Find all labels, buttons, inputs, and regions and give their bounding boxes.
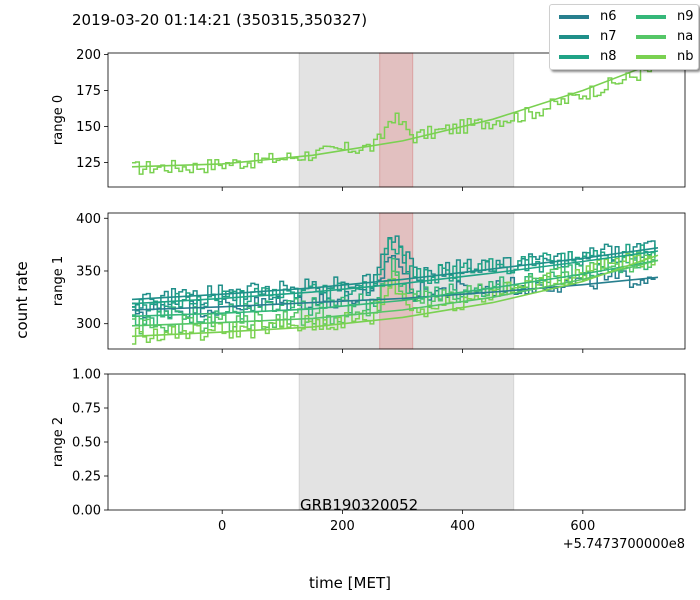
figure-title: 2019-03-20 01:14:21 (350315,350327): [72, 11, 368, 29]
fit-n8: [131, 250, 659, 305]
x-tick-label: 200: [330, 519, 355, 534]
x-axis-label: time [MET]: [309, 574, 391, 592]
source-interval: [379, 52, 414, 188]
axes-frame: [107, 212, 686, 350]
panel-ylabel: range 0: [51, 95, 66, 145]
x-tick-label: 0: [218, 519, 226, 534]
panel-1: 300 350 400 range 1: [51, 212, 686, 353]
y-tick-label: 400: [76, 212, 101, 227]
legend-swatch: [636, 34, 666, 39]
fit-nb: [131, 60, 659, 168]
panel-2: 0.00 0.25 0.50 0.75 1.00 0 200 400 600 range 2: [51, 368, 686, 534]
grb-annotation: GRB190320052: [300, 496, 418, 514]
x-tick-label: 600: [570, 519, 595, 534]
y-tick-label: 0.50: [72, 436, 101, 451]
fit-n9: [131, 259, 659, 318]
y-tick-label: 0.25: [72, 470, 101, 485]
y-tick-label: 200: [76, 48, 101, 63]
fit-n7: [131, 247, 659, 301]
legend-swatch: [636, 14, 666, 19]
axes-frame: [107, 52, 686, 188]
legend-label: nb: [677, 49, 694, 64]
legend-item-n8: n8: [559, 49, 617, 64]
y-tick-label: 0.00: [72, 504, 101, 519]
legend-item-nb: nb: [636, 49, 694, 64]
legend-label: n6: [600, 9, 617, 24]
y-tick-label: 175: [76, 84, 101, 99]
legend-item-na: na: [636, 29, 693, 44]
panel-ylabel: range 1: [51, 256, 66, 306]
y-tick-label: 125: [76, 156, 101, 171]
legend-swatch: [636, 54, 666, 59]
legend-swatch: [559, 14, 589, 19]
legend-item-n6: n6: [559, 9, 617, 24]
legend-label: n8: [600, 49, 617, 64]
background-interval: [298, 212, 515, 350]
series-nb: [132, 252, 656, 345]
legend-label: na: [677, 29, 694, 44]
x-tick-label: 400: [450, 519, 475, 534]
series-n8: [132, 238, 656, 313]
y-tick-label: 150: [76, 120, 101, 135]
legend-swatch: [559, 34, 589, 39]
y-tick-label: 1.00: [72, 368, 101, 383]
series-nb: [132, 64, 656, 175]
fit-na: [131, 259, 659, 327]
legend-label: n9: [677, 9, 694, 24]
y-tick-label: 350: [76, 264, 101, 279]
background-interval: [298, 373, 515, 511]
panel-0: 125 150 175 200 range 0: [51, 48, 686, 191]
legend-item-n9: n9: [636, 9, 694, 24]
x-offset-label: +5.7473700000e8: [563, 537, 685, 552]
legend-swatch: [559, 54, 589, 59]
y-tick-label: 300: [76, 317, 101, 332]
panel-ylabel: range 2: [51, 417, 66, 467]
fit-n6: [131, 276, 659, 311]
legend-label: n7: [600, 29, 617, 44]
y-tick-label: 0.75: [72, 402, 101, 417]
legend-item-n7: n7: [559, 29, 617, 44]
fit-nb: [131, 254, 659, 338]
legend: n6 n7 n8 n9 na nb: [549, 4, 699, 70]
